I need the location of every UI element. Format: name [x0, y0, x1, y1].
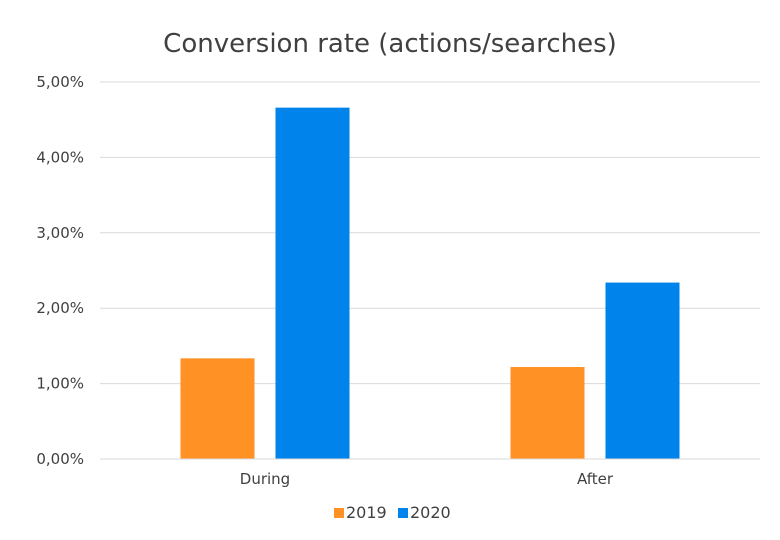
- x-category-label: During: [240, 470, 290, 488]
- bar-2019-after: [510, 367, 585, 459]
- chart-title: Conversion rate (actions/searches): [163, 29, 617, 59]
- legend-label-2019: 2019: [346, 503, 387, 522]
- y-tick-label: 3,00%: [36, 224, 84, 242]
- y-tick-label: 2,00%: [36, 299, 84, 317]
- y-tick-label: 0,00%: [36, 450, 84, 468]
- y-tick-label: 4,00%: [36, 148, 84, 166]
- bar-2019-during: [180, 358, 255, 459]
- legend-swatch-2020: [398, 508, 408, 518]
- x-axis-categories: During After: [240, 470, 614, 488]
- bar-2020-after: [605, 282, 680, 459]
- bar-2020-during: [275, 107, 350, 460]
- x-category-label: After: [577, 470, 614, 488]
- y-tick-label: 5,00%: [36, 73, 84, 91]
- legend-swatch-2019: [334, 508, 344, 518]
- bars: [180, 107, 680, 460]
- legend-label-2020: 2020: [410, 503, 451, 522]
- y-tick-label: 1,00%: [36, 375, 84, 393]
- legend: 2019 2020: [334, 503, 451, 522]
- y-axis-ticks: 0,00% 1,00% 2,00% 3,00% 4,00% 5,00%: [36, 73, 84, 468]
